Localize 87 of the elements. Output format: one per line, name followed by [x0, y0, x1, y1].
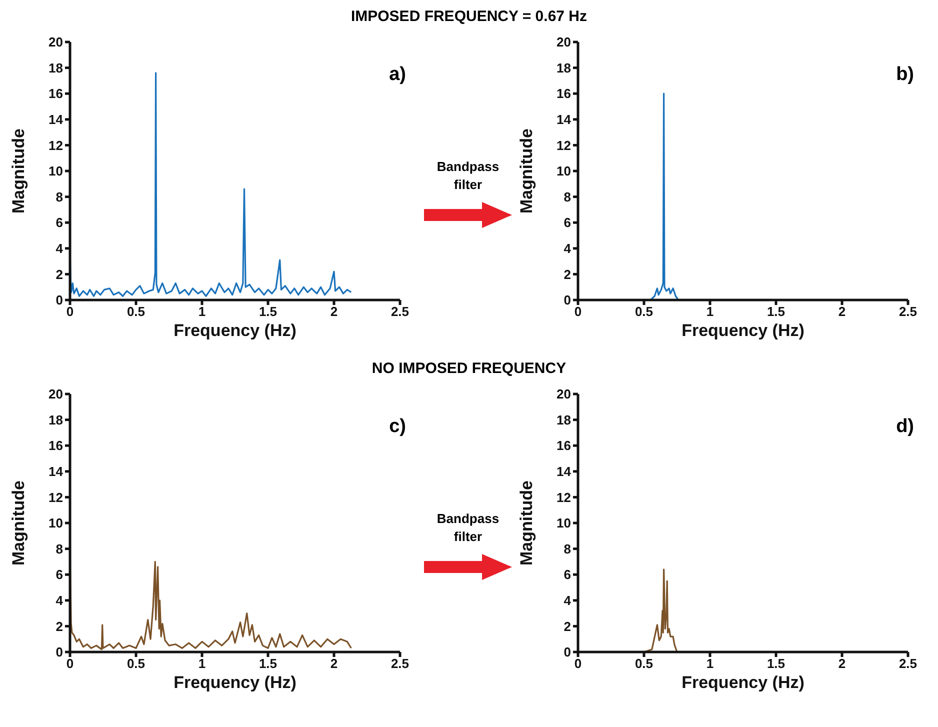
x-tick-label: 0.5	[126, 304, 146, 320]
y-tick-label: 16	[556, 86, 571, 102]
line-series	[650, 92, 680, 300]
y-tick-label: 16	[48, 86, 63, 102]
y-tick-label: 4	[564, 241, 572, 256]
y-tick-label: 12	[48, 490, 63, 505]
x-tick-label: 1.5	[258, 656, 278, 672]
text: Bandpass filter	[436, 510, 500, 546]
x-tick-label: 2	[838, 304, 846, 320]
x-tick-label: 0	[66, 304, 74, 320]
text: Bandpass filter	[436, 158, 500, 194]
x-tick-label: 1	[706, 304, 714, 320]
x-tick-label: 2	[330, 656, 338, 672]
y-tick-label: 8	[564, 189, 571, 204]
y-tick-label: 20	[48, 34, 63, 50]
y-tick-label: 2	[56, 618, 63, 634]
y-tick-label: 8	[56, 189, 63, 204]
y-tick-label: 12	[556, 490, 571, 505]
y-tick-label: 20	[556, 34, 571, 50]
text: IMPOSED FREQUENCY = 0.67 Hz	[350, 8, 588, 25]
y-tick-label: 0	[564, 644, 571, 660]
y-tick-label: 0	[564, 292, 571, 308]
annotation: a)	[389, 64, 406, 86]
y-tick-label: 6	[56, 215, 63, 230]
y-tick-label: 10	[556, 516, 571, 531]
y-tick-label: 18	[556, 60, 571, 76]
x-tick-label: 0	[574, 304, 582, 320]
y-tick-label: 4	[564, 593, 572, 608]
x-tick-label: 2.5	[390, 304, 410, 320]
x-tick-label: 1	[706, 656, 714, 672]
y-tick-label: 14	[48, 464, 64, 480]
y-axis-title: Magnitude	[9, 480, 28, 566]
y-tick-label: 4	[56, 593, 64, 608]
x-tick-label: 1	[198, 656, 206, 672]
y-tick-label: 12	[48, 138, 63, 153]
x-tick-label: 0	[66, 656, 74, 672]
x-tick-label: 1	[198, 304, 206, 320]
y-tick-label: 6	[564, 567, 571, 582]
line-series	[70, 72, 352, 297]
y-tick-label: 8	[56, 541, 63, 556]
x-tick-label: 1.5	[766, 304, 786, 320]
y-tick-label: 0	[56, 644, 63, 660]
line-series	[643, 568, 678, 652]
y-tick-label: 18	[48, 412, 63, 428]
y-tick-label: 6	[564, 215, 571, 230]
x-tick-label: 0.5	[126, 656, 146, 672]
y-tick-label: 2	[564, 618, 571, 634]
y-axis-title: Magnitude	[9, 128, 28, 214]
x-tick-label: 0	[574, 656, 582, 672]
x-axis-title: Frequency (Hz)	[682, 321, 804, 340]
y-tick-label: 20	[48, 386, 63, 402]
y-tick-label: 10	[48, 164, 63, 179]
x-tick-label: 2.5	[390, 656, 410, 672]
y-axis-title: Magnitude	[517, 128, 536, 214]
x-tick-label: 2.5	[898, 304, 918, 320]
x-tick-label: 1.5	[766, 656, 786, 672]
x-axis-title: Frequency (Hz)	[174, 673, 296, 692]
y-tick-label: 4	[56, 241, 64, 256]
y-tick-label: 16	[556, 438, 571, 454]
y-tick-label: 14	[556, 464, 572, 480]
y-tick-label: 20	[556, 386, 571, 402]
x-tick-label: 0.5	[634, 656, 654, 672]
x-tick-label: 2	[838, 656, 846, 672]
x-axis-title: Frequency (Hz)	[174, 321, 296, 340]
y-tick-label: 16	[48, 438, 63, 454]
x-tick-label: 2.5	[898, 656, 918, 672]
y-tick-label: 0	[56, 292, 63, 308]
x-tick-label: 2	[330, 304, 338, 320]
x-axis-title: Frequency (Hz)	[682, 673, 804, 692]
y-tick-label: 2	[564, 266, 571, 282]
y-tick-label: 14	[556, 112, 572, 128]
y-tick-label: 2	[56, 266, 63, 282]
annotation: d)	[896, 416, 914, 438]
y-tick-label: 10	[48, 516, 63, 531]
y-tick-label: 6	[56, 567, 63, 582]
y-axis-title: Magnitude	[517, 480, 536, 566]
y-tick-label: 10	[556, 164, 571, 179]
annotation: c)	[389, 416, 406, 438]
x-tick-label: 1.5	[258, 304, 278, 320]
annotation: b)	[896, 64, 914, 86]
y-tick-label: 12	[556, 138, 571, 153]
y-tick-label: 8	[564, 541, 571, 556]
y-tick-label: 18	[48, 60, 63, 76]
text: NO IMPOSED FREQUENCY	[372, 360, 566, 377]
y-tick-label: 18	[556, 412, 571, 428]
y-tick-label: 14	[48, 112, 64, 128]
x-tick-label: 0.5	[634, 304, 654, 320]
